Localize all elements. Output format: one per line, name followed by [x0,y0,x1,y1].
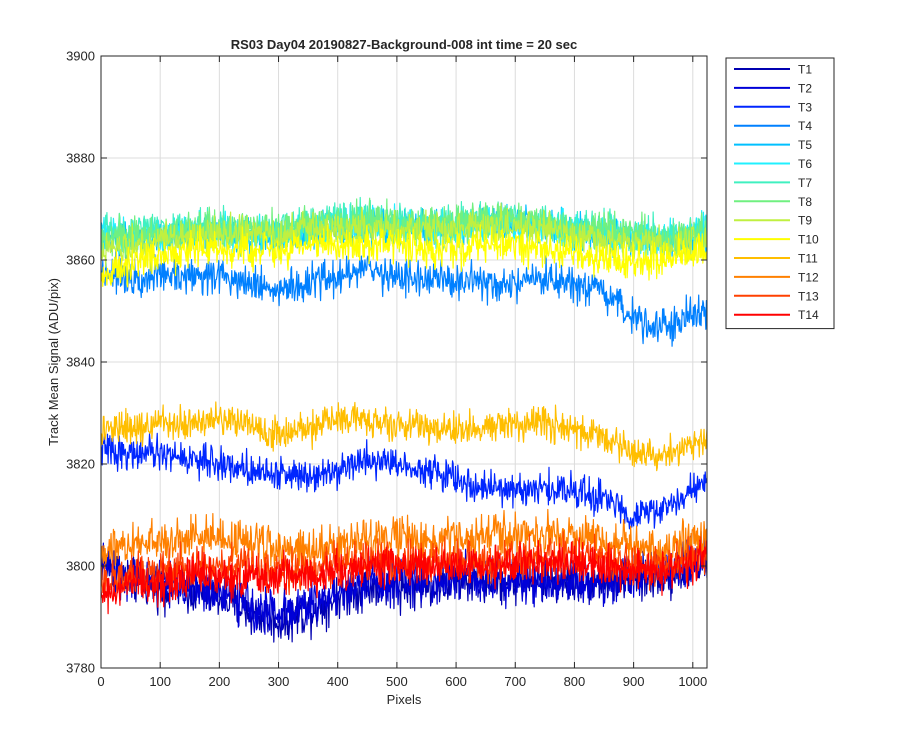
legend-box [725,57,835,330]
y-tick-label: 3780 [66,661,95,676]
legend-label: T11 [798,252,818,266]
series-line-t11 [101,401,707,472]
x-tick-label: 300 [268,674,290,689]
y-tick-label: 3840 [66,355,95,370]
x-tick-label: 800 [564,674,586,689]
legend-label: T8 [798,195,812,209]
legend-label: T10 [798,233,819,247]
legend-label: T2 [798,81,812,95]
legend-label: T14 [798,308,819,322]
legend-label: T3 [798,100,812,114]
x-tick-label: 900 [623,674,645,689]
legend-label: T6 [798,157,812,171]
y-tick-label: 3880 [66,151,95,166]
y-axis: 3780 3800 3820 3840 3860 3880 3900 [66,49,707,676]
legend-label: T12 [798,270,819,284]
series-line-t3 [101,432,707,530]
series-line-t9 [101,202,707,268]
legend: T1 T2 T3 T4 T5 T6 T7 T8 T9 T10 T11 T12 T13 T14 [725,57,835,330]
x-tick-label: 100 [149,674,171,689]
y-tick-label: 3900 [66,49,95,64]
series-line-t14 [101,537,707,615]
series-line-t4 [101,249,707,347]
legend-label: T5 [798,138,812,152]
x-tick-label: 1000 [678,674,707,689]
series-line-t12 [101,508,707,577]
x-tick-label: 500 [386,674,408,689]
series-line-t10 [101,224,707,288]
legend-label: T4 [798,119,812,133]
x-tick-label: 600 [445,674,467,689]
x-tick-label: 200 [209,674,231,689]
legend-label: T7 [798,176,812,190]
x-tick-label: 0 [97,674,104,689]
y-axis-label: Track Mean Signal (ADU/pix) [46,278,61,446]
y-tick-label: 3860 [66,253,95,268]
y-tick-label: 3820 [66,457,95,472]
series-layer [101,196,707,643]
x-axis-label: Pixels [387,692,422,707]
y-tick-label: 3800 [66,559,95,574]
chart-title: RS03 Day04 20190827-Background-008 int t… [231,37,578,52]
legend-label: T9 [798,214,812,228]
x-tick-label: 700 [504,674,526,689]
series-line-t8 [101,197,707,260]
legend-label: T13 [798,289,819,303]
legend-label: T1 [798,63,812,77]
x-tick-label: 400 [327,674,349,689]
x-axis: 0 100 200 300 400 500 600 700 800 900 1000 [97,56,707,689]
